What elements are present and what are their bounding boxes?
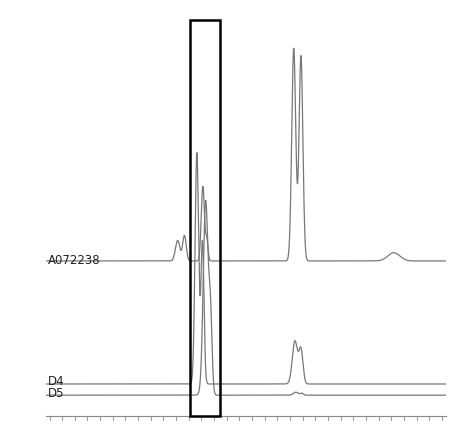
Bar	[190, 20, 220, 416]
Text: A072238: A072238	[47, 255, 100, 268]
Text: D4: D4	[47, 375, 64, 388]
Text: D5: D5	[47, 387, 64, 400]
